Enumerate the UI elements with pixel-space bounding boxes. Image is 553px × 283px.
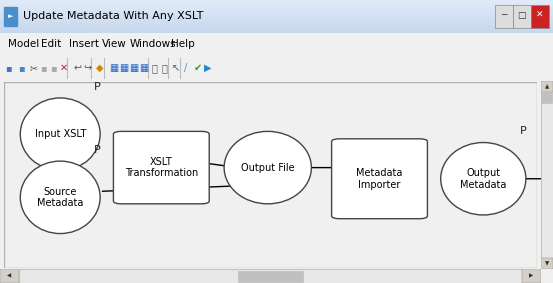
Text: ▼: ▼ [545,261,549,266]
Bar [4,7,17,26]
Text: ▲: ▲ [545,84,549,89]
Text: ↖: ↖ [172,63,180,73]
Bar [0,9,553,10]
Bar [0,7,553,8]
Bar [0,0,553,1]
Text: Model: Model [8,39,40,49]
Text: ✕: ✕ [536,11,544,20]
Bar [0,5,553,6]
Text: View: View [102,39,127,49]
Text: Output File: Output File [241,163,295,173]
Bar [238,271,303,282]
Text: ✋: ✋ [162,63,168,73]
Bar [0,23,553,24]
Text: P: P [94,145,101,155]
Bar [541,258,553,269]
Bar [0,1,553,2]
Text: P: P [520,127,526,136]
Text: Help: Help [171,39,195,49]
Text: ◀: ◀ [7,274,12,279]
Text: ▪: ▪ [40,63,46,73]
Text: Input XSLT: Input XSLT [34,129,86,139]
Text: ▦: ▦ [129,63,138,73]
Text: Metadata
Importer: Metadata Importer [356,168,403,190]
Bar [0,12,553,13]
Text: ↩: ↩ [73,63,81,73]
Bar [0,3,553,4]
Bar [0,4,553,5]
Text: ─: ─ [502,11,507,20]
Ellipse shape [224,131,311,204]
Bar [0,25,553,26]
Text: □: □ [518,11,526,20]
Text: P: P [94,82,101,92]
Bar [0,269,19,283]
FancyBboxPatch shape [113,131,209,204]
Bar [0,2,553,3]
Bar [0,18,553,19]
Bar [531,5,549,28]
Bar [0,13,553,14]
Bar [522,269,541,283]
Text: Windows: Windows [130,39,176,49]
Text: ▦: ▦ [119,63,128,73]
Bar [541,258,553,269]
Text: ✔: ✔ [194,63,202,73]
Bar [0,21,553,22]
Text: ►: ► [8,13,13,19]
Bar [0,17,553,18]
Text: Update Metadata With Any XSLT: Update Metadata With Any XSLT [23,11,204,21]
Bar [0,19,553,20]
Text: 🔍: 🔍 [152,63,158,73]
Text: /: / [184,63,187,73]
Text: Edit: Edit [41,39,62,49]
Text: ▶: ▶ [529,274,534,279]
Text: Insert: Insert [69,39,99,49]
Bar [513,5,531,28]
Text: XSLT
Transformation: XSLT Transformation [124,157,198,178]
Text: ✕: ✕ [60,63,68,73]
Bar [541,92,552,103]
Bar [0,269,19,283]
Ellipse shape [441,143,526,215]
Bar [0,8,553,9]
Bar [0,22,553,23]
Text: ◆: ◆ [96,63,103,73]
Bar [0,20,553,21]
Text: ▶: ▶ [204,63,211,73]
FancyBboxPatch shape [332,139,427,219]
Text: ▦: ▦ [109,63,118,73]
Bar [541,81,553,92]
Bar [0,27,553,28]
Bar [0,6,553,7]
Bar [0,24,553,25]
Text: ▪: ▪ [18,63,25,73]
Bar [541,81,553,92]
Bar [522,269,541,283]
Bar [0,16,553,17]
Bar [0,14,553,15]
Text: ↪: ↪ [83,63,91,73]
Text: ▪: ▪ [50,63,56,73]
Bar [0,10,553,11]
Bar [0,15,553,16]
Text: ✂: ✂ [30,63,38,73]
Bar [0,31,553,32]
Bar [0,28,553,29]
Bar [0,32,553,33]
Text: ▪: ▪ [5,63,12,73]
Bar [0,11,553,12]
Text: Source
Metadata: Source Metadata [37,186,84,208]
Ellipse shape [20,98,100,170]
Text: Output
Metadata: Output Metadata [460,168,507,190]
Bar [495,5,513,28]
Ellipse shape [20,161,100,233]
Bar [0,30,553,31]
Bar [0,26,553,27]
Text: ▦: ▦ [139,63,148,73]
Bar [0,29,553,30]
